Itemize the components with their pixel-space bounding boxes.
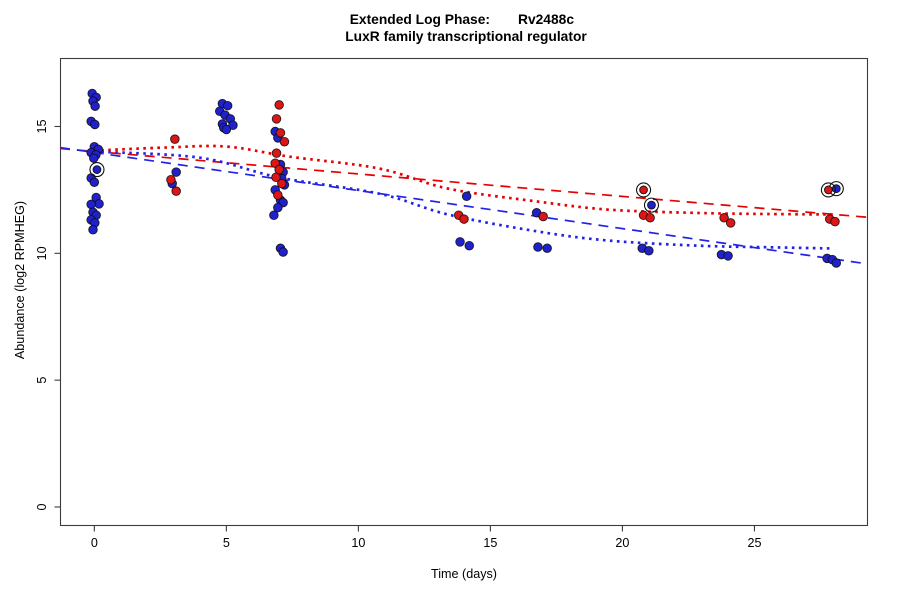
condition-blue-point (222, 100, 233, 111)
condition-red-point (725, 218, 736, 228)
condition-red-point (171, 186, 181, 196)
blue-dashed-trend (59, 146, 869, 265)
median-marker-red-point (824, 185, 833, 195)
condition-red-point (275, 128, 286, 138)
median-marker-red-ring (820, 182, 836, 198)
condition-red-point (830, 216, 840, 227)
y-tick-label: 10 (35, 246, 49, 260)
condition-blue-point (171, 167, 181, 177)
x-tick-label: 10 (351, 536, 365, 550)
condition-red-point (170, 134, 180, 144)
condition-red-point (645, 213, 655, 223)
condition-blue-point (89, 153, 99, 163)
y-tick-label: 0 (35, 503, 49, 510)
plot-title-phase: Extended Log Phase: (350, 12, 490, 27)
condition-blue-point (464, 240, 475, 251)
condition-blue-point (89, 177, 100, 188)
x-tick-label: 20 (615, 536, 629, 550)
y-tick-label: 5 (35, 377, 49, 384)
condition-blue-point (455, 237, 465, 247)
condition-blue-point (273, 202, 283, 213)
x-tick-label: 5 (223, 536, 230, 550)
median-marker-blue-ring (89, 162, 105, 178)
condition-red-point (538, 211, 548, 222)
condition-blue-point (94, 199, 104, 209)
condition-blue-point (278, 247, 288, 257)
condition-blue-point (90, 119, 100, 130)
condition-blue-point (269, 210, 279, 221)
condition-red-point (279, 136, 290, 147)
condition-blue-point (831, 258, 842, 268)
condition-blue-point (228, 120, 238, 130)
x-tick-label: 25 (747, 536, 761, 550)
y-axis-label: Abundance (log2 RPMHEG) (13, 201, 27, 359)
red-dotted-trend (94, 144, 834, 216)
plot-title-gene: Rv2488c (518, 12, 574, 27)
median-marker-blue-ring (643, 197, 660, 213)
condition-blue-point (542, 243, 552, 253)
plot-subtitle: LuxR family transcriptional regulator (345, 29, 587, 44)
condition-blue-point (723, 251, 733, 261)
condition-blue-point (644, 246, 654, 256)
condition-blue-point (221, 124, 232, 135)
plot-box (59, 57, 869, 527)
median-marker-red-point (639, 185, 648, 195)
condition-red-point (271, 172, 281, 182)
condition-blue-point (86, 199, 96, 210)
condition-red-point (277, 178, 287, 189)
condition-red-point (273, 190, 283, 200)
condition-blue-point (533, 242, 543, 252)
condition-red-point (459, 214, 469, 224)
condition-red-point (271, 114, 282, 124)
red-dashed-trend (59, 147, 869, 219)
condition-blue-point (90, 101, 100, 111)
x-tick-label: 0 (91, 536, 98, 550)
condition-red-point (274, 100, 284, 110)
y-tick-label: 15 (35, 119, 49, 133)
condition-blue-point (88, 224, 98, 235)
x-axis-label: Time (days) (431, 567, 497, 581)
condition-red-point (166, 175, 176, 185)
median-marker-red-ring (636, 182, 652, 198)
condition-blue-point (461, 191, 472, 201)
median-marker-blue-point (647, 200, 656, 210)
x-tick-label: 15 (483, 536, 497, 550)
plot-content: 0 5 10 15 20 25 0 5 10 15 (35, 88, 869, 550)
median-marker-blue-point (92, 165, 102, 174)
condition-red-point (719, 213, 729, 223)
condition-red-point (271, 148, 282, 158)
